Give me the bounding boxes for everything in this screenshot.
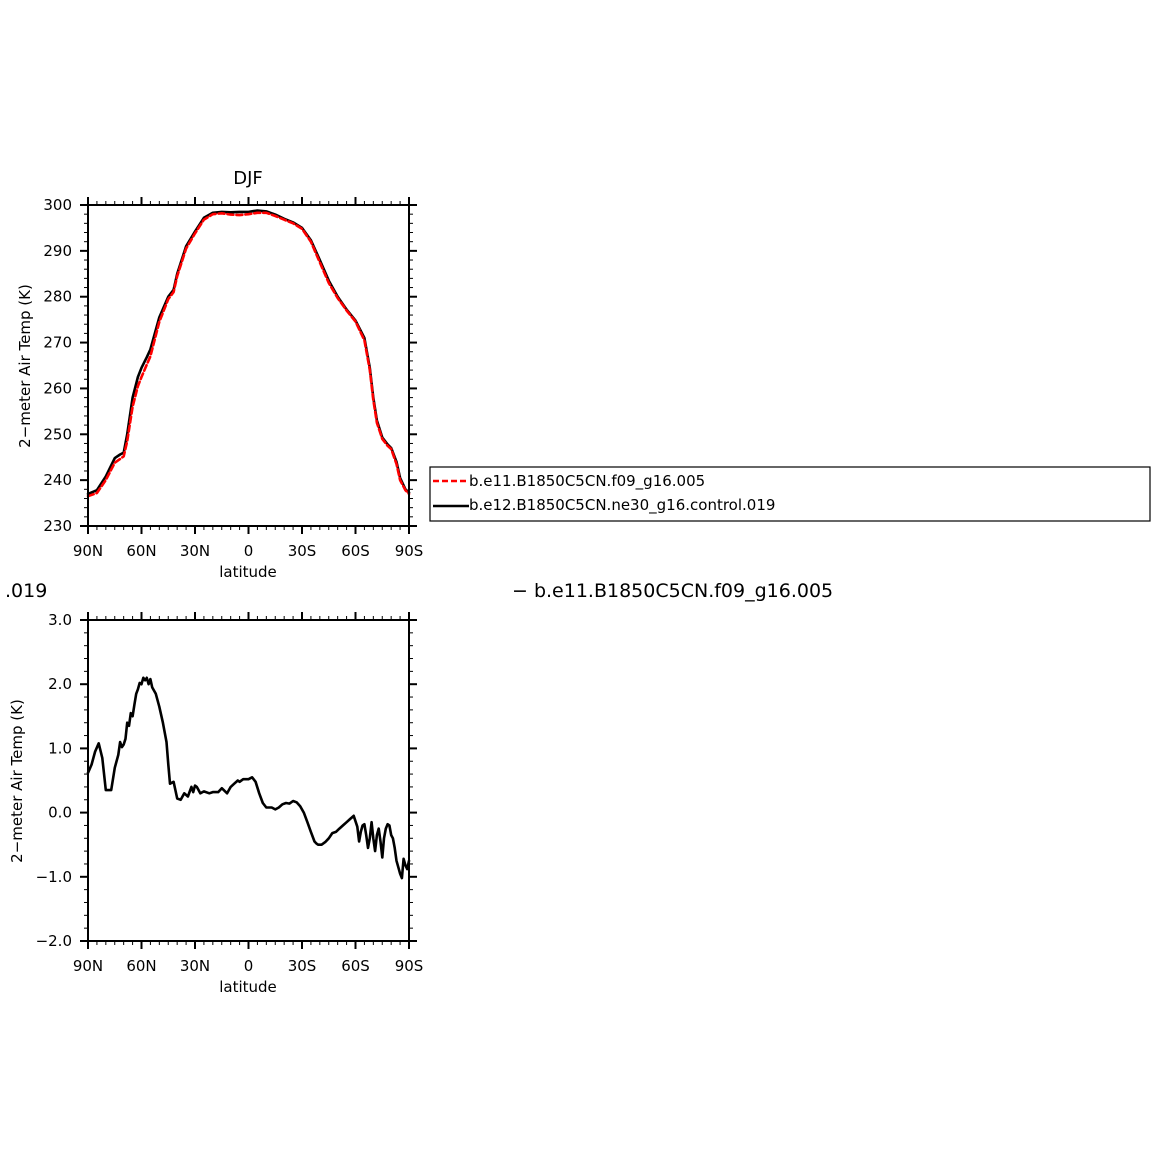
y-tick-label: −2.0 (36, 932, 72, 950)
x-tick-label: 90S (395, 542, 424, 560)
y-tick-label: 280 (43, 288, 72, 306)
fragment-left-text: .019 (5, 580, 47, 602)
y-tick-label: 250 (43, 425, 72, 443)
y-tick-label: 240 (43, 471, 72, 489)
x-tick-labels: 90N 60N 30N 0 30S 60S 90S (73, 542, 423, 560)
plot-frame (87, 619, 410, 942)
x-tick-label: 60N (126, 957, 156, 975)
x-tick-label: 60S (341, 542, 370, 560)
x-tick-label: 60N (126, 542, 156, 560)
difference-chart: 90N 60N 30N 0 30S 60S 90S −2.0 −1.0 0.0 1.0 2.0 3.0… (8, 611, 423, 996)
y-tick-label: 300 (43, 196, 72, 214)
x-tick-label: 30N (180, 957, 210, 975)
plot-frame (87, 204, 410, 527)
x-axis-label: latitude (219, 563, 277, 581)
legend-box (429, 466, 1151, 522)
y-tick-label: 260 (43, 379, 72, 397)
chart-title: DJF (233, 168, 263, 189)
major-ticks (80, 197, 417, 534)
x-tick-label: 30S (288, 957, 317, 975)
major-ticks (80, 612, 417, 949)
legend-entry-1: b.e11.B1850C5CN.f09_g16.005 (469, 472, 705, 491)
x-tick-labels: 90N 60N 30N 0 30S 60S 90S (73, 957, 423, 975)
y-tick-label: 2.0 (48, 675, 72, 693)
legend-entry-2: b.e12.B1850C5CN.ne30_g16.control.019 (469, 496, 775, 515)
x-tick-label: 30N (180, 542, 210, 560)
x-tick-label: 0 (244, 957, 254, 975)
djf-temperature-chart: DJF 90N 60N 30N 0 30S 60S 90S 2302402502602702… (16, 168, 423, 581)
y-tick-label: 0.0 (48, 804, 72, 822)
y-tick-label: 230 (43, 517, 72, 535)
x-tick-label: 90S (395, 957, 424, 975)
x-tick-label: 90N (73, 957, 103, 975)
y-tick-label: 1.0 (48, 739, 72, 757)
x-tick-label: 30S (288, 542, 317, 560)
y-tick-label: 290 (43, 242, 72, 260)
fragment-right-text: − b.e11.B1850C5CN.f09_g16.005 (512, 580, 833, 602)
y-tick-labels: 230 240 250 260 270 280 290 300 (43, 196, 72, 535)
y-axis-label: 2−meter Air Temp (K) (8, 699, 26, 863)
legend: b.e11.B1850C5CN.f09_g16.005 b.e12.B1850C… (429, 466, 1151, 522)
x-tick-label: 90N (73, 542, 103, 560)
y-tick-label: 3.0 (48, 611, 72, 629)
series-line-dashed-0 (86, 211, 411, 498)
y-tick-label: 270 (43, 334, 72, 352)
y-axis-label: 2−meter Air Temp (K) (16, 284, 34, 448)
data-series (86, 209, 411, 498)
data-series (86, 676, 411, 880)
x-tick-label: 0 (244, 542, 254, 560)
y-tick-label: −1.0 (36, 868, 72, 886)
y-tick-labels: −2.0 −1.0 0.0 1.0 2.0 3.0 (36, 611, 72, 950)
series-line-solid-0 (86, 676, 411, 880)
x-tick-label: 60S (341, 957, 370, 975)
x-axis-label: latitude (219, 978, 277, 996)
